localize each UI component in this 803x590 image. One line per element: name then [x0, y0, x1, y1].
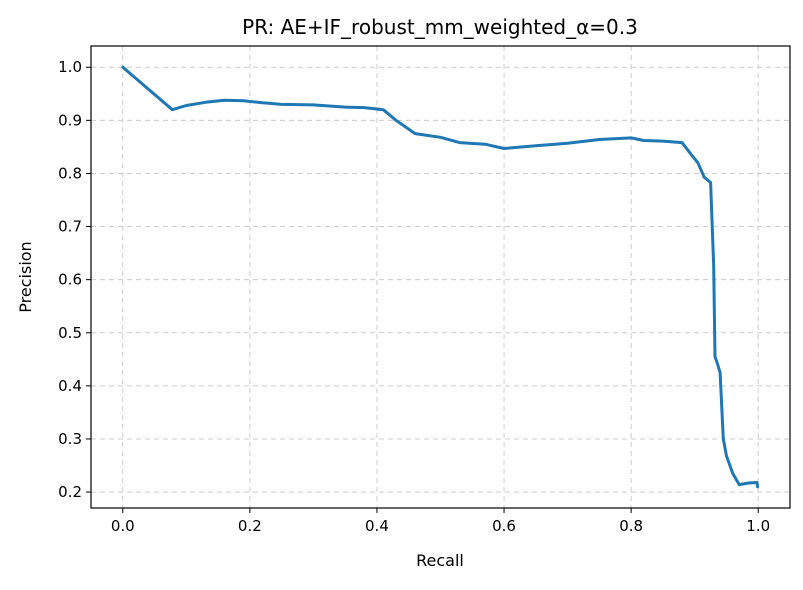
y-tick-label: 0.7	[58, 218, 82, 236]
series-layer	[121, 65, 760, 489]
x-tick-label: 0.2	[238, 517, 262, 535]
y-tick-label: 0.8	[58, 164, 82, 182]
x-tick-label: 0.0	[111, 517, 135, 535]
y-tick-label: 0.4	[58, 377, 82, 395]
x-tick-label: 0.6	[492, 517, 516, 535]
y-tick-label: 0.2	[58, 483, 82, 501]
x-axis-label: Recall	[416, 551, 464, 570]
y-tick-label: 0.9	[58, 111, 82, 129]
y-tick-label: 0.3	[58, 430, 82, 448]
pr-curve	[121, 65, 760, 489]
y-axis-label: Precision	[16, 241, 35, 312]
x-tick-label: 0.8	[619, 517, 643, 535]
y-tick-label: 0.5	[58, 324, 82, 342]
y-tick-label: 1.0	[58, 58, 82, 76]
chart-title: PR: AE+IF_robust_mm_weighted_α=0.3	[242, 15, 638, 39]
grid	[91, 46, 790, 508]
plot-frame	[90, 45, 791, 509]
y-tick-label: 0.6	[58, 271, 82, 289]
x-tick-label: 1.0	[746, 517, 770, 535]
x-tick-label: 0.4	[365, 517, 389, 535]
axis-ticks: 0.0 0.2 0.4 0.6 0.8 1.0 0.2 0.3 0.4 0.5 0.6 0.7 0.8 0…	[58, 58, 770, 535]
